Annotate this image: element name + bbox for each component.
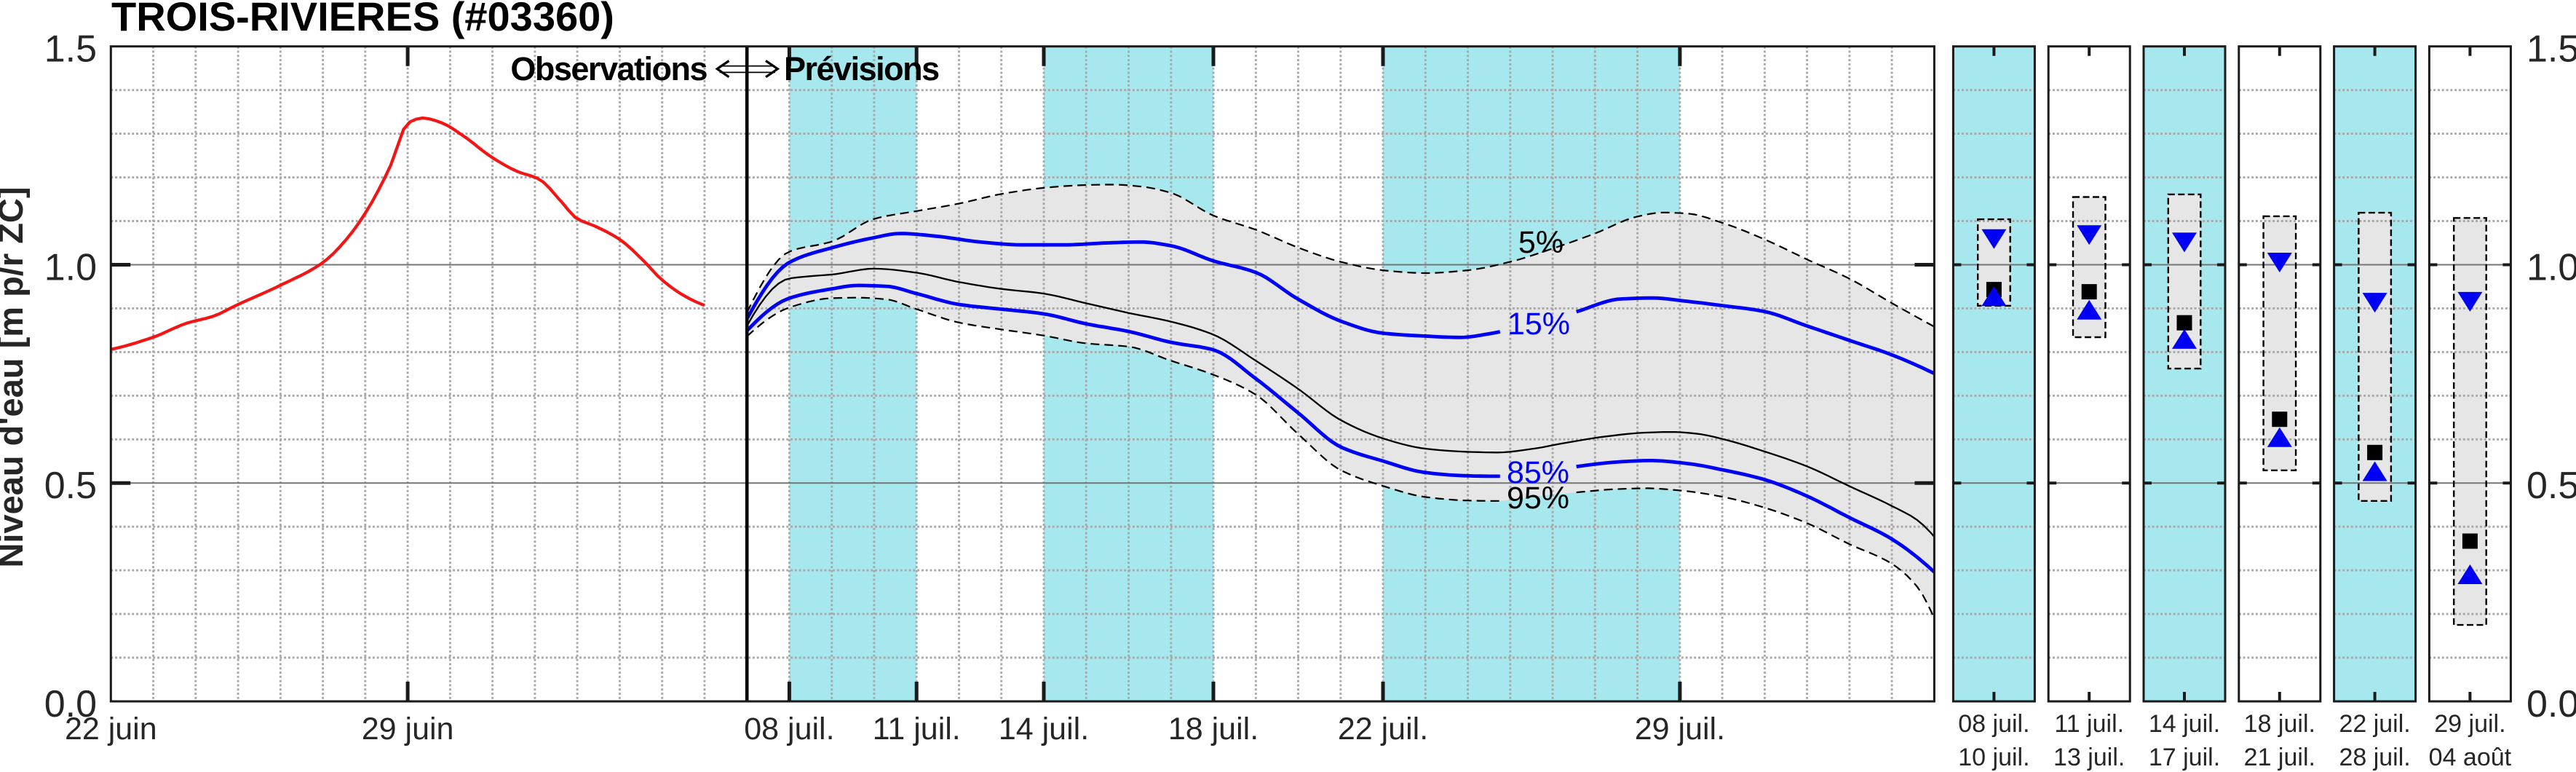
svg-text:0.0: 0.0 bbox=[44, 683, 97, 725]
svg-text:21 juil.: 21 juil. bbox=[2244, 744, 2315, 771]
svg-text:28 juil.: 28 juil. bbox=[2339, 744, 2410, 771]
svg-text:08 juil.: 08 juil. bbox=[1958, 710, 2029, 738]
svg-text:22 juin: 22 juin bbox=[65, 712, 157, 747]
svg-text:Niveau d'eau [m p/r ZC]: Niveau d'eau [m p/r ZC] bbox=[0, 186, 30, 567]
svg-text:04 août: 04 août bbox=[2429, 744, 2512, 771]
svg-text:29 juil.: 29 juil. bbox=[1635, 712, 1725, 747]
svg-text:10 juil.: 10 juil. bbox=[1958, 744, 2029, 771]
svg-text:29 juin: 29 juin bbox=[362, 712, 454, 747]
svg-text:95%: 95% bbox=[1507, 481, 1569, 516]
svg-text:08 juil.: 08 juil. bbox=[744, 712, 834, 747]
svg-text:18 juil.: 18 juil. bbox=[2244, 710, 2315, 738]
svg-text:85%: 85% bbox=[1507, 455, 1569, 490]
svg-text:29 juil.: 29 juil. bbox=[2434, 710, 2505, 738]
svg-text:17 juil.: 17 juil. bbox=[2149, 744, 2220, 771]
svg-text:18 juil.: 18 juil. bbox=[1168, 712, 1259, 747]
svg-text:Prévisions: Prévisions bbox=[784, 50, 939, 87]
svg-text:1.0: 1.0 bbox=[2527, 247, 2576, 289]
svg-text:1.0: 1.0 bbox=[44, 247, 97, 289]
svg-text:0.5: 0.5 bbox=[2527, 465, 2576, 507]
svg-text:22 juil.: 22 juil. bbox=[1338, 712, 1428, 747]
svg-text:11 juil.: 11 juil. bbox=[873, 712, 961, 747]
svg-text:14 juil.: 14 juil. bbox=[999, 712, 1089, 747]
svg-text:1.5: 1.5 bbox=[44, 28, 97, 71]
svg-text:0.5: 0.5 bbox=[44, 465, 97, 507]
svg-text:22 juil.: 22 juil. bbox=[2339, 710, 2410, 738]
svg-text:1.5: 1.5 bbox=[2527, 28, 2576, 71]
svg-text:15%: 15% bbox=[1507, 307, 1570, 342]
svg-text:5%: 5% bbox=[1518, 225, 1564, 260]
svg-text:TROIS-RIVIERES (#03360): TROIS-RIVIERES (#03360) bbox=[111, 0, 614, 39]
svg-text:11 juil.: 11 juil. bbox=[2054, 710, 2124, 738]
svg-text:14 juil.: 14 juil. bbox=[2149, 710, 2220, 738]
svg-text:Observations: Observations bbox=[510, 50, 707, 87]
svg-text:13 juil.: 13 juil. bbox=[2053, 744, 2125, 771]
svg-text:0.0: 0.0 bbox=[2527, 683, 2576, 725]
